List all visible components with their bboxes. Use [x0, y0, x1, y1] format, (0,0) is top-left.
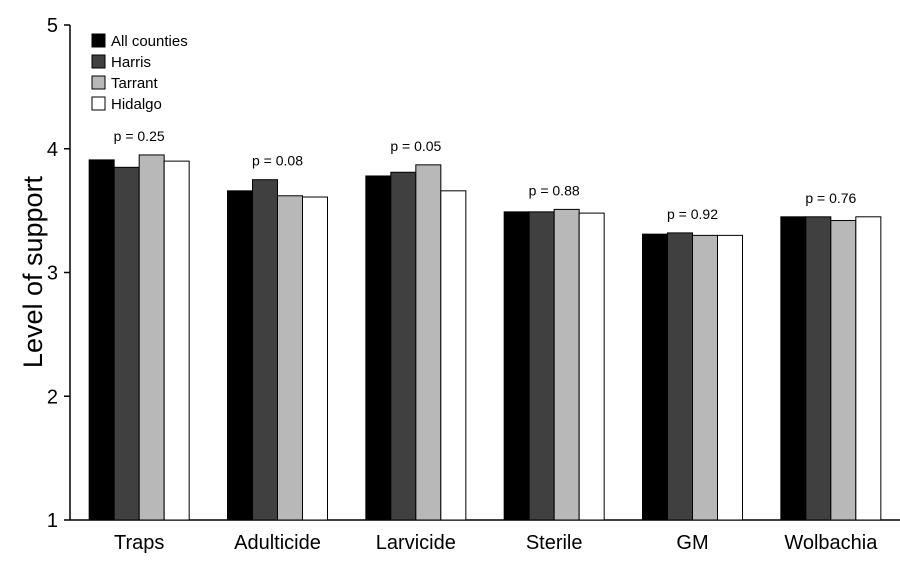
bar-larvicide-all-counties [365, 175, 392, 521]
y-tick-label: 3 [47, 263, 58, 285]
bar-traps-hidalgo [163, 160, 190, 521]
legend-label: Harris [111, 54, 151, 71]
p-value-label: p = 0.88 [529, 182, 580, 198]
bar-wolbachia-harris [805, 216, 832, 521]
bars-group [88, 154, 882, 521]
p-value-label: p = 0.05 [390, 138, 441, 154]
bar-gm-harris [667, 232, 693, 521]
bar-traps-harris [113, 166, 140, 521]
x-category-label: Traps [114, 532, 164, 554]
x-category-label: Wolbachia [784, 532, 878, 554]
legend-swatch [91, 54, 106, 69]
x-category-labels: Traps Adulticide Larvicide Sterile GM Wolbach… [114, 532, 878, 554]
bar-wolbachia-tarrant [830, 220, 857, 521]
x-category-label: Sterile [526, 532, 583, 554]
legend-label: Hidalgo [111, 96, 162, 113]
x-category-label: GM [676, 532, 708, 554]
bar-sterile-hidalgo [578, 212, 605, 521]
bar-wolbachia-hidalgo [855, 216, 882, 521]
bar-sterile-harris [528, 211, 555, 521]
p-value-label: p = 0.76 [805, 190, 856, 206]
bar-adulticide-harris [252, 179, 278, 521]
y-axis-title: Level of support [18, 175, 48, 368]
y-tick-label: 1 [47, 510, 58, 532]
bar-traps-tarrant [138, 154, 165, 521]
y-tick-label: 5 [47, 15, 58, 37]
p-value-label: p = 0.92 [667, 206, 718, 222]
bar-gm-all-counties [642, 233, 668, 521]
bar-larvicide-harris [390, 171, 417, 521]
bar-gm-tarrant [692, 234, 718, 521]
x-category-label: Adulticide [234, 532, 321, 554]
p-value-labels: p = 0.25 p = 0.08 p = 0.05 p = 0.88 p = 0.92… [114, 128, 857, 222]
legend-swatch [91, 96, 106, 111]
x-category-label: Larvicide [376, 532, 456, 554]
legend-swatch [91, 75, 106, 90]
p-value-label: p = 0.08 [252, 153, 303, 169]
bar-larvicide-hidalgo [440, 190, 467, 521]
y-tick-label: 2 [47, 386, 58, 408]
legend-swatch [91, 33, 106, 48]
legend: All counties Harris Tarrant Hidalgo [91, 33, 188, 113]
y-tick-labels: 1 2 3 4 5 [47, 15, 58, 532]
bar-larvicide-tarrant [415, 164, 442, 521]
legend-label: All counties [111, 33, 188, 50]
bar-traps-all-counties [88, 159, 115, 521]
bar-sterile-all-counties [503, 211, 530, 521]
bar-sterile-tarrant [553, 208, 580, 521]
legend-label: Tarrant [111, 75, 159, 92]
bar-adulticide-all-counties [227, 190, 253, 521]
bar-adulticide-tarrant [277, 195, 303, 521]
bar-gm-hidalgo [717, 234, 743, 521]
y-tick-label: 4 [47, 139, 58, 161]
axes [64, 24, 900, 521]
bar-wolbachia-all-counties [780, 216, 807, 521]
p-value-label: p = 0.25 [114, 128, 165, 144]
bar-adulticide-hidalgo [302, 196, 328, 521]
